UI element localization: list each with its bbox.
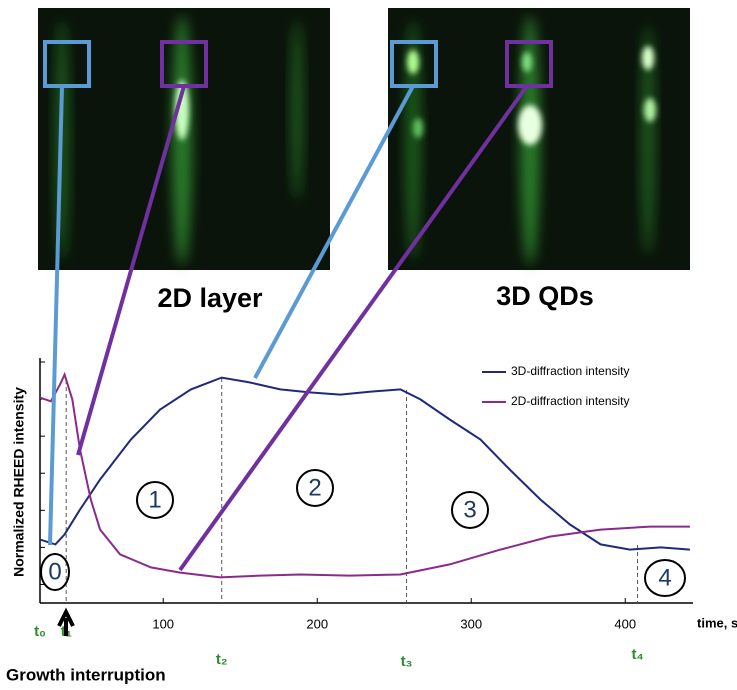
annotation: 4 <box>658 564 671 591</box>
connector <box>253 85 415 379</box>
selection-box <box>390 40 438 88</box>
series-line <box>39 376 690 551</box>
annotation-circle <box>644 559 686 597</box>
x-tick-label: 100 <box>152 616 174 631</box>
connector <box>76 85 186 456</box>
y-axis-label: Normalized RHEED intensity <box>11 387 27 577</box>
time-marker-label: t₀ <box>34 623 46 640</box>
x-axis-label: time, sec <box>697 615 737 630</box>
rheed-image-3d <box>388 8 690 270</box>
legend-label: 2D-diffraction intensity <box>511 394 630 408</box>
rheed-image-2d <box>38 8 330 270</box>
annotation: 3 <box>463 496 476 523</box>
time-marker-label: t₄ <box>631 646 643 663</box>
image-label: 3D QDs <box>496 281 594 311</box>
connector <box>178 84 529 572</box>
x-tick-label: 400 <box>614 616 636 631</box>
annotation: Growth interruption <box>6 665 166 684</box>
selection-box <box>43 40 91 88</box>
time-marker-label: t₂ <box>216 651 228 668</box>
x-tick-label: 200 <box>306 616 328 631</box>
annotation-circle <box>451 491 489 529</box>
annotation-circle <box>40 553 70 591</box>
arrow <box>57 607 75 636</box>
series-line <box>39 371 690 579</box>
annotation: 1 <box>148 486 161 513</box>
annotation-circle <box>296 469 334 507</box>
annotation: 2 <box>308 474 321 501</box>
time-marker-label: t₃ <box>401 653 413 670</box>
connector <box>48 85 64 546</box>
annotation: 0 <box>48 558 61 585</box>
image-label: 2D layer <box>157 283 263 313</box>
selection-box <box>505 40 553 88</box>
annotation-circle <box>136 481 174 519</box>
x-tick-label: 300 <box>460 616 482 631</box>
connectors <box>48 84 529 572</box>
legend-label: 3D-diffraction intensity <box>511 364 630 378</box>
